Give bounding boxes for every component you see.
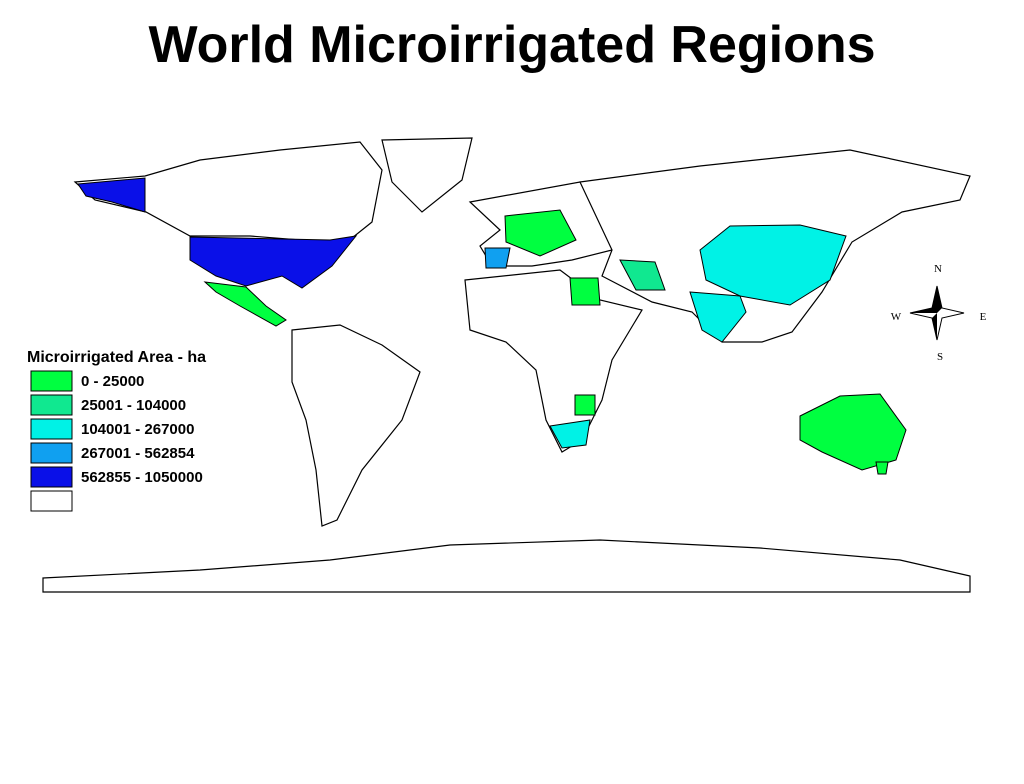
legend-swatch <box>30 490 73 512</box>
spain <box>484 247 511 269</box>
zimbabwe <box>574 394 596 416</box>
egypt <box>569 277 601 306</box>
legend-swatch <box>30 466 73 488</box>
compass-south: S <box>937 351 943 363</box>
legend-swatch <box>30 394 73 416</box>
legend-label: 104001 - 267000 <box>81 421 194 438</box>
compass-star-shade <box>910 286 942 340</box>
compass-west: W <box>891 311 902 323</box>
legend-label: 25001 - 104000 <box>81 397 186 414</box>
compass-east: E <box>980 311 987 323</box>
legend-label: 0 - 25000 <box>81 373 144 390</box>
legend-title: Microirrigated Area - ha <box>27 349 206 366</box>
africa <box>464 269 643 453</box>
legend-label: 267001 - 562854 <box>81 445 195 462</box>
compass-north: N <box>934 263 942 275</box>
legend: Microirrigated Area - ha 0 - 25000 25001 … <box>27 349 206 512</box>
central-europe <box>504 209 577 257</box>
legend-swatch <box>30 418 73 440</box>
compass: N S W E <box>891 263 987 363</box>
alaska <box>77 177 146 213</box>
india <box>689 291 747 343</box>
mexico <box>203 281 287 327</box>
legend-swatch <box>30 442 73 464</box>
australia <box>799 393 907 471</box>
map-title: World Microirrigated Regions <box>148 16 875 74</box>
usa <box>189 235 358 289</box>
antarctica <box>42 539 971 593</box>
legend-swatch <box>30 370 73 392</box>
south-america <box>291 324 421 527</box>
south-africa <box>549 419 591 449</box>
legend-label: 562855 - 1050000 <box>81 469 203 486</box>
china <box>699 224 847 306</box>
world-map <box>42 137 971 593</box>
tasmania <box>875 461 889 475</box>
greenland <box>381 137 473 213</box>
north-america <box>73 141 383 247</box>
iran <box>619 259 666 291</box>
